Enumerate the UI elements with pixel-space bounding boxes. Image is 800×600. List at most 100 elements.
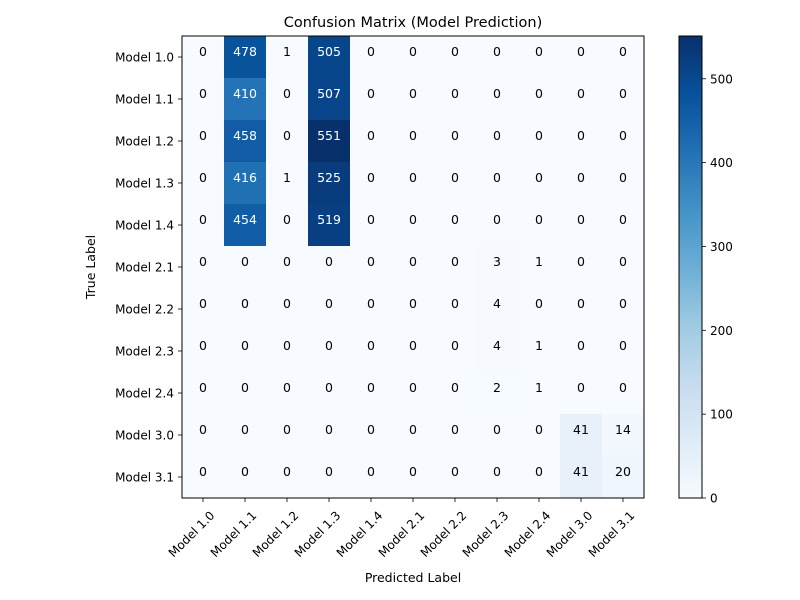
- heatmap-cell: [350, 246, 393, 289]
- cell-value-label: 0: [199, 212, 207, 227]
- cell-value-label: 0: [367, 170, 375, 185]
- cell-value-label: 0: [451, 296, 459, 311]
- heatmap-cell: [308, 120, 351, 163]
- heatmap-cell: [266, 36, 309, 79]
- cell-value-label: 0: [535, 464, 543, 479]
- heatmap-cell: [308, 372, 351, 415]
- cell-value-label: 0: [367, 128, 375, 143]
- colorbar-tick-label: 100: [710, 408, 733, 422]
- heatmap-cell: [182, 162, 225, 205]
- heatmap-cell: [434, 204, 477, 247]
- cell-value-label: 454: [233, 212, 257, 227]
- cell-value-label: 0: [409, 254, 417, 269]
- cell-value-label: 0: [619, 128, 627, 143]
- cell-value-label: 0: [451, 464, 459, 479]
- heatmap-cell: [392, 36, 435, 79]
- cell-value-label: 0: [619, 86, 627, 101]
- heatmap-cell: [182, 414, 225, 457]
- heatmap-cell: [518, 162, 561, 205]
- heatmap-cell: [350, 288, 393, 331]
- heatmap-cell: [308, 162, 351, 205]
- heatmap-cell: [224, 36, 267, 79]
- heatmap-cell: [266, 78, 309, 121]
- cell-value-label: 0: [283, 338, 291, 353]
- heatmap-cell: [392, 288, 435, 331]
- cell-value-label: 0: [577, 296, 585, 311]
- cell-value-label: 0: [325, 254, 333, 269]
- cell-value-label: 0: [367, 380, 375, 395]
- y-tick-label: Model 2.1: [115, 261, 174, 275]
- x-axis-label: Predicted Label: [365, 570, 461, 585]
- heatmap-cell-labels: 0 478 1 505 0 0 0 0 0 0 00 410 0 507 0 0 0 0 0 0 00 458 0 551 0 0…: [199, 44, 631, 479]
- cell-value-label: 0: [451, 254, 459, 269]
- heatmap-cell: [434, 36, 477, 79]
- heatmap-cell: [476, 162, 519, 205]
- heatmap-cell: [476, 372, 519, 415]
- heatmap-cell: [308, 414, 351, 457]
- cell-value-label: 0: [451, 212, 459, 227]
- heatmap-cell: [602, 162, 645, 205]
- cell-value-label: 0: [409, 212, 417, 227]
- cell-value-label: 0: [409, 464, 417, 479]
- cell-value-label: 410: [233, 86, 257, 101]
- cell-value-label: 0: [409, 380, 417, 395]
- cell-value-label: 0: [577, 338, 585, 353]
- cell-value-label: 0: [535, 212, 543, 227]
- cell-value-label: 0: [577, 128, 585, 143]
- y-axis-label: True Label: [83, 235, 98, 300]
- heatmap-cell: [518, 456, 561, 499]
- heatmap-cell: [476, 120, 519, 163]
- cell-value-label: 1: [283, 44, 291, 59]
- heatmap-cell: [350, 204, 393, 247]
- heatmap-cell: [560, 36, 603, 79]
- cell-value-label: 0: [577, 86, 585, 101]
- y-tick-label: Model 3.0: [115, 429, 174, 443]
- heatmap-cell: [182, 36, 225, 79]
- cell-value-label: 0: [199, 464, 207, 479]
- cell-value-label: 0: [367, 296, 375, 311]
- cell-value-label: 0: [619, 296, 627, 311]
- heatmap-cell: [518, 414, 561, 457]
- heatmap-cell: [308, 78, 351, 121]
- cell-value-label: 0: [619, 212, 627, 227]
- y-tick-label: Model 1.1: [115, 93, 174, 107]
- heatmap-cell: [560, 372, 603, 415]
- colorbar-tick-label: 200: [710, 324, 733, 338]
- heatmap-cell: [434, 246, 477, 289]
- heatmap-cell: [560, 246, 603, 289]
- heatmap-cell: [182, 78, 225, 121]
- heatmap-cell: [602, 120, 645, 163]
- cell-value-label: 0: [283, 422, 291, 437]
- heatmap-cell: [182, 288, 225, 331]
- cell-value-label: 0: [283, 86, 291, 101]
- cell-value-label: 0: [199, 128, 207, 143]
- heatmap-cell: [518, 36, 561, 79]
- heatmap-cell: [224, 78, 267, 121]
- cell-value-label: 0: [619, 44, 627, 59]
- heatmap-cell: [224, 246, 267, 289]
- heatmap-cell: [266, 330, 309, 373]
- heatmap-cell: [224, 372, 267, 415]
- cell-value-label: 0: [409, 86, 417, 101]
- cell-value-label: 0: [325, 380, 333, 395]
- cell-value-label: 14: [615, 422, 631, 437]
- cell-value-label: 0: [199, 380, 207, 395]
- cell-value-label: 0: [325, 296, 333, 311]
- heatmap-cell: [476, 456, 519, 499]
- cell-value-label: 0: [493, 212, 501, 227]
- cell-value-label: 0: [577, 170, 585, 185]
- chart-title: Confusion Matrix (Model Prediction): [284, 15, 543, 31]
- heatmap-cells: [182, 36, 645, 499]
- heatmap-cell: [560, 330, 603, 373]
- cell-value-label: 0: [577, 380, 585, 395]
- heatmap-cell: [224, 330, 267, 373]
- heatmap-cell: [350, 330, 393, 373]
- heatmap-cell: [434, 414, 477, 457]
- cell-value-label: 0: [199, 170, 207, 185]
- cell-value-label: 0: [367, 44, 375, 59]
- cell-value-label: 0: [283, 296, 291, 311]
- heatmap-cell: [392, 372, 435, 415]
- colorbar-tick-label: 400: [710, 156, 733, 170]
